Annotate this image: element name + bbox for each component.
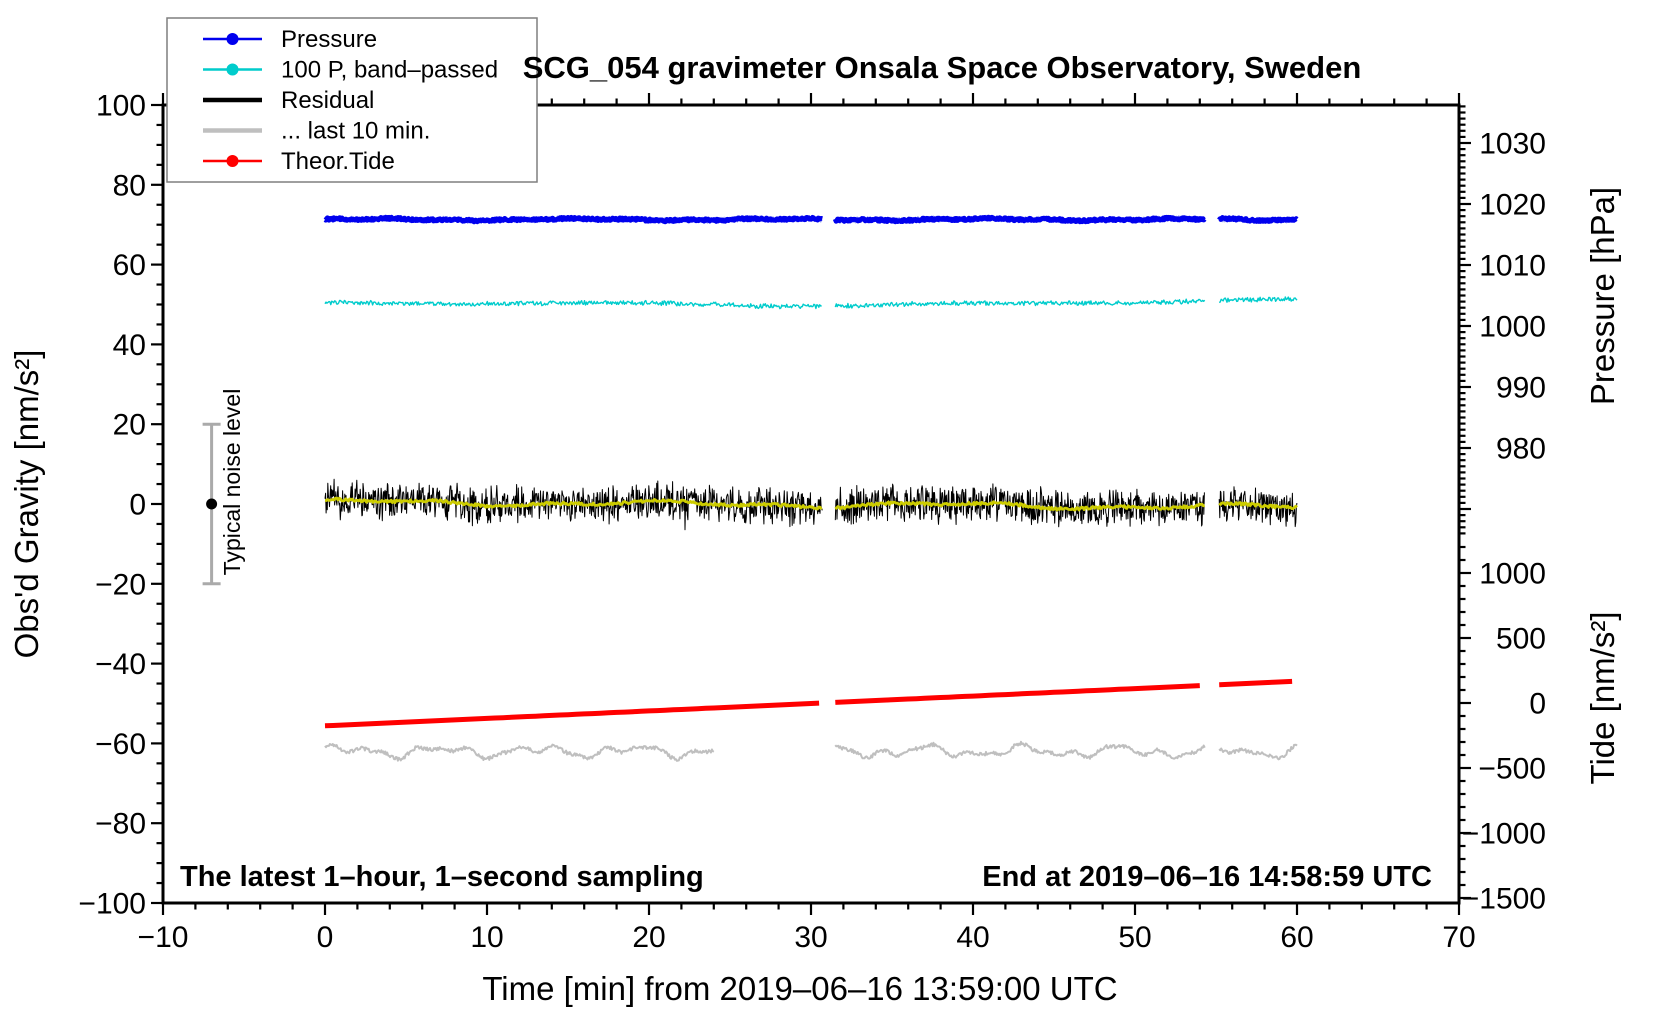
chart-title: SCG_054 gravimeter Onsala Space Observat…	[523, 50, 1362, 85]
gravity-tick-label: 40	[113, 329, 146, 362]
x-axis-title: Time [min] from 2019–06–16 13:59:00 UTC	[482, 970, 1117, 1007]
gravity-tick-label: −80	[95, 808, 146, 841]
data-series-layer	[323, 214, 1299, 762]
legend-dot-sample	[226, 155, 239, 167]
y-left-axis-title: Obs'd Gravity [nm/s²]	[8, 350, 45, 659]
legend: Pressure 100 P, band–passed Residual ... la…	[166, 17, 538, 183]
residual-last10min-line	[324, 740, 1298, 762]
gravity-tick-label: −20	[95, 568, 146, 601]
pressure-tick-label: 990	[1496, 372, 1546, 405]
pressure-line	[323, 214, 1299, 225]
tide-tick-label: 500	[1496, 623, 1546, 656]
x-tick-label: 20	[632, 921, 665, 954]
tide-tick-label: −500	[1478, 753, 1546, 786]
axes-frame-layer: −10 0 10 20 30 40 50 60 70100806040200−20−40−60−…	[78, 90, 1546, 955]
legend-label: ... last 10 min.	[281, 118, 430, 145]
tide-tick-label: −1000	[1462, 818, 1546, 851]
gravity-tick-label: 60	[113, 249, 146, 282]
noise-level-label: Typical noise level	[219, 389, 245, 576]
x-tick-label: 70	[1442, 921, 1475, 954]
plot-frame	[161, 103, 1461, 905]
x-tick-label: 0	[317, 921, 334, 954]
legend-label: Pressure	[281, 26, 377, 53]
pressure-tick-label: 1010	[1479, 250, 1546, 283]
x-tick-label: 60	[1280, 921, 1313, 954]
gravity-tick-label: 0	[129, 489, 146, 522]
x-tick-label: 10	[470, 921, 503, 954]
pressure-axis-title: Pressure [hPa]	[1584, 187, 1621, 405]
legend-label: 100 P, band–passed	[281, 57, 498, 84]
tide-tick-label: 0	[1529, 688, 1546, 721]
theoretical-tide-line	[324, 678, 1293, 729]
pressure-tick-label: 1020	[1479, 189, 1546, 222]
gravity-tick-label: 80	[113, 169, 146, 202]
gravity-tick-label: 100	[96, 90, 146, 123]
residual-smoothed-line	[324, 496, 1298, 512]
pressure-tick-label: 980	[1496, 433, 1546, 466]
pressure-tick-label: 1030	[1479, 128, 1546, 161]
annotation-end-time: End at 2019–06–16 14:58:59 UTC	[982, 861, 1432, 893]
x-tick-label: 50	[1118, 921, 1151, 954]
bandpassed-pressure-line	[324, 296, 1298, 310]
gravity-tick-label: −100	[78, 888, 146, 921]
gravity-tick-label: −40	[95, 648, 146, 681]
legend-label: Theor.Tide	[281, 148, 395, 175]
tide-tick-label: 1000	[1479, 558, 1546, 591]
legend-label: Residual	[281, 87, 374, 114]
x-tick-label: 40	[956, 921, 989, 954]
x-tick-label: −10	[138, 921, 189, 954]
x-tick-label: 30	[794, 921, 827, 954]
gravity-tick-label: −60	[95, 728, 146, 761]
annotation-sampling-info: The latest 1–hour, 1–second sampling	[180, 861, 704, 893]
legend-dot-sample	[226, 33, 239, 45]
legend-dot-sample	[226, 63, 239, 76]
gravity-tick-label: 20	[113, 409, 146, 442]
tide-axis-title: Tide [nm/s²]	[1584, 612, 1621, 785]
noise-level-indicator	[202, 422, 221, 586]
tide-tick-label: −1500	[1462, 883, 1546, 916]
pressure-tick-label: 1000	[1479, 311, 1546, 344]
noise-bar-dot	[206, 498, 218, 510]
